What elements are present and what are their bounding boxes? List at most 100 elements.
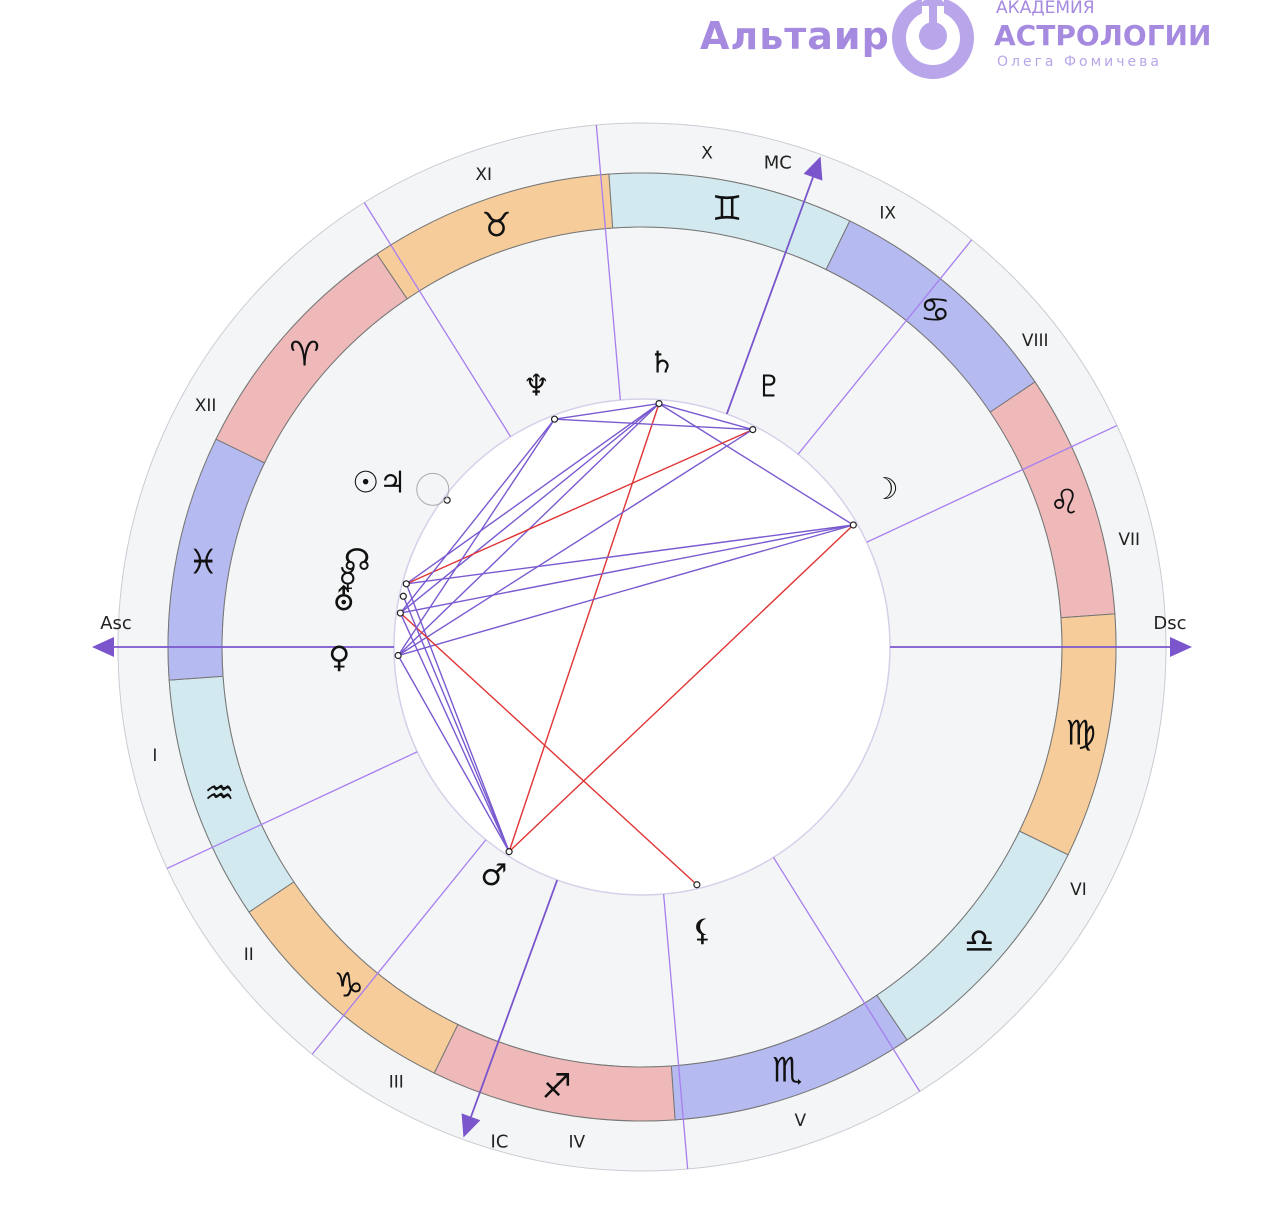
logo-brand: Альтаир xyxy=(700,14,890,58)
uranus-dot xyxy=(396,609,404,617)
mars-dot xyxy=(505,848,513,856)
aspect-line xyxy=(399,612,510,852)
libra-icon: ♎ xyxy=(964,921,994,961)
uranus-icon: ⛢ xyxy=(333,583,355,618)
pisces-icon: ♓ xyxy=(188,543,218,583)
neptune-dot xyxy=(550,415,559,423)
house-cusp-V xyxy=(662,893,689,1170)
house-cusp-XI xyxy=(595,124,622,401)
aspect-line xyxy=(658,403,854,526)
leo-icon: ♌ xyxy=(1049,482,1079,522)
dsc-label: Dsc xyxy=(1153,613,1186,634)
aspect-line xyxy=(397,524,854,657)
aspect-line xyxy=(406,524,854,585)
ic-label: IC xyxy=(491,1132,509,1153)
north-node-icon: ☊ xyxy=(344,543,371,578)
sign-sector-pisces xyxy=(167,438,266,681)
aspect-line xyxy=(554,418,753,431)
aspect-line xyxy=(402,596,510,852)
virgo-icon: ♍ xyxy=(1066,713,1096,753)
neptune-icon: ♆ xyxy=(523,369,550,404)
aspect-line xyxy=(405,403,660,585)
logo-line2: АСТРОЛОГИИ xyxy=(994,19,1212,52)
mc-line xyxy=(725,176,814,415)
aspect-circle xyxy=(393,398,891,896)
aspect-line xyxy=(397,655,510,852)
aspect-lines xyxy=(397,402,854,886)
moon-icon: ☽ xyxy=(872,472,899,507)
aspect-line xyxy=(508,524,854,853)
aries-icon: ♈ xyxy=(289,335,319,375)
scorpio-icon: ♏ xyxy=(772,1051,802,1091)
lilith-dot xyxy=(693,881,701,889)
logo-line3: Олега Фомичева xyxy=(997,54,1162,70)
aspect-line xyxy=(399,403,660,614)
capricorn-icon: ♑ xyxy=(333,965,363,1005)
house-number: V xyxy=(795,1111,807,1131)
moon-dot xyxy=(849,521,857,529)
logo: Альтаир АКАДЕМИЯ АСТРОЛОГИИ Олега Фомиче… xyxy=(700,0,1211,90)
dsc-arrow-icon xyxy=(1170,637,1192,657)
chart-rings xyxy=(117,122,1167,1172)
house-number: I xyxy=(152,746,157,766)
aspect-line xyxy=(406,428,754,585)
altair-logo-icon xyxy=(892,0,974,79)
ic-line xyxy=(470,879,559,1118)
house-number: II xyxy=(244,945,254,965)
zodiac-ring: ♈ ♉ ♊ ♋ ♌ ♍ ♎ ♏ ♐ ♑ ♒ ♓ xyxy=(167,172,1117,1122)
cancer-icon: ♋ xyxy=(920,291,950,331)
mars-icon: ♂ xyxy=(480,858,507,893)
house-cusp-XII xyxy=(363,202,512,438)
house-cusp-II xyxy=(166,751,418,870)
house-number: XII xyxy=(195,396,217,416)
aspect-line xyxy=(554,402,660,420)
aspect-line xyxy=(658,402,753,431)
house-cusp-III xyxy=(311,839,487,1055)
north-node-dot xyxy=(402,580,410,588)
gemini-icon: ♊ xyxy=(712,189,742,229)
house-number: IX xyxy=(879,204,896,224)
house-number: XI xyxy=(475,165,492,185)
lilith-icon: ⚸ xyxy=(691,914,713,949)
aspect-line xyxy=(400,524,854,614)
mercury-dot xyxy=(399,592,407,600)
sagittarius-icon: ♐ xyxy=(541,1067,571,1107)
sun-jupiter-icon: ☉♃ xyxy=(352,466,406,501)
aspect-line xyxy=(405,583,510,852)
saturn-dot xyxy=(655,399,663,408)
taurus-icon: ♉ xyxy=(481,205,511,245)
mercury-icon: ☿ xyxy=(339,562,357,597)
house-number: IV xyxy=(569,1133,586,1153)
logo-line1: АКАДЕМИЯ xyxy=(996,0,1095,18)
house-number: X xyxy=(701,143,713,163)
venus-icon: ♀ xyxy=(328,641,350,676)
house-cusp-VI xyxy=(772,856,921,1092)
house-cusp-VIII xyxy=(866,424,1118,543)
aquarius-icon: ♒ xyxy=(204,774,234,814)
asc-arrow-icon xyxy=(92,637,114,657)
venus-dot xyxy=(394,651,402,660)
chart-axes: Asc Dsc MC IC xyxy=(92,152,1192,1153)
mc-arrow-icon xyxy=(803,156,823,181)
aspect-line xyxy=(508,403,660,852)
saturn-icon: ♄ xyxy=(648,346,675,381)
aspect-line xyxy=(399,418,556,614)
pluto-dot xyxy=(749,425,757,434)
house-number: VII xyxy=(1118,530,1140,550)
aspect-line xyxy=(399,612,698,886)
house-number: VIII xyxy=(1022,331,1049,351)
house-number: VI xyxy=(1070,880,1087,900)
house-cusps xyxy=(166,124,1118,1170)
house-number: III xyxy=(389,1072,404,1092)
planets: ♄ ♇ ☽ ♆ ☉♃ ☊☿⛢ ♀ ♂ ⚸ xyxy=(328,346,898,949)
conjunction-marker xyxy=(416,472,450,506)
ic-arrow-icon xyxy=(461,1113,481,1138)
asc-label: Asc xyxy=(100,613,132,634)
aspect-line xyxy=(397,418,556,656)
mc-label: MC xyxy=(764,152,792,173)
aspect-line xyxy=(397,429,754,657)
pluto-icon: ♇ xyxy=(756,369,783,404)
house-cusp-IX xyxy=(797,239,973,455)
